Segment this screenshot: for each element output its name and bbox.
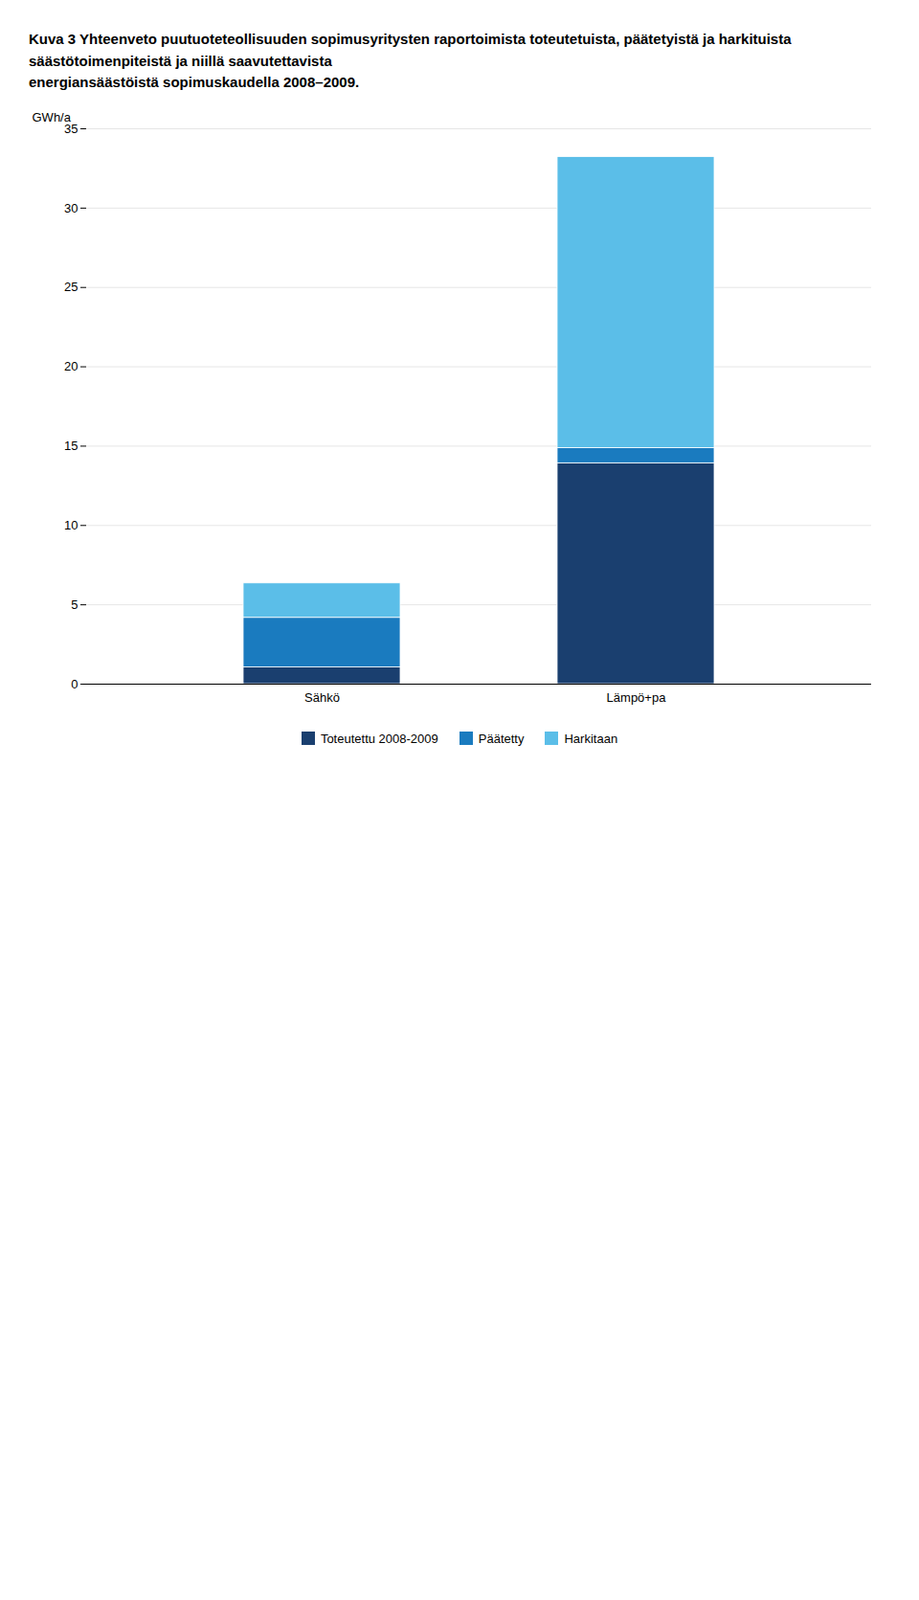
html-text:Harkitaan: Harkitaan	[564, 730, 618, 746]
html-text:Toteutettu 2008-2009: Toteutettu 2008-2009	[320, 730, 439, 746]
svg-text:15: 15	[64, 438, 78, 453]
svg-text:0: 0	[70, 675, 78, 691]
svg-text:Lämpö+pa: Lämpö+pa	[606, 689, 668, 704]
svg-text:Sähkö: Sähkö	[304, 689, 340, 704]
svg-text:35: 35	[64, 120, 79, 136]
svg-text:25: 25	[64, 279, 78, 294]
html-text:Kuva 3 Yhteenveto puutuoteteol: Kuva 3 Yhteenveto puutuoteteollisuuden s…	[28, 30, 792, 90]
svg-text:30: 30	[64, 200, 78, 215]
html-text:Päätetty: Päätetty	[478, 730, 525, 746]
svg-text:20: 20	[64, 358, 78, 374]
svg-text:10: 10	[64, 516, 78, 532]
svg-text:GWh/a: GWh/a	[32, 109, 72, 124]
svg-text:5: 5	[70, 596, 78, 611]
